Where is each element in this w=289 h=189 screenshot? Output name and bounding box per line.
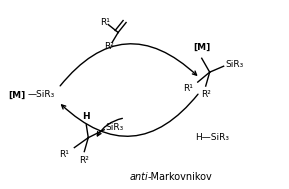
Text: R²: R²	[104, 42, 114, 51]
Text: SiR₃: SiR₃	[226, 60, 244, 69]
Text: R²: R²	[79, 156, 89, 165]
Text: H: H	[82, 112, 90, 121]
Text: R²: R²	[201, 90, 211, 99]
Text: SiR₃: SiR₃	[105, 123, 123, 132]
Text: R¹: R¹	[60, 149, 69, 159]
Text: R¹: R¹	[100, 18, 110, 27]
Text: [M]: [M]	[193, 43, 210, 52]
Text: —SiR₃: —SiR₃	[27, 91, 55, 99]
Text: [M]: [M]	[9, 91, 26, 99]
Text: H—SiR₃: H—SiR₃	[195, 133, 229, 142]
Text: anti: anti	[129, 172, 148, 182]
Text: R¹: R¹	[183, 84, 193, 93]
Text: -Markovnikov: -Markovnikov	[148, 172, 213, 182]
